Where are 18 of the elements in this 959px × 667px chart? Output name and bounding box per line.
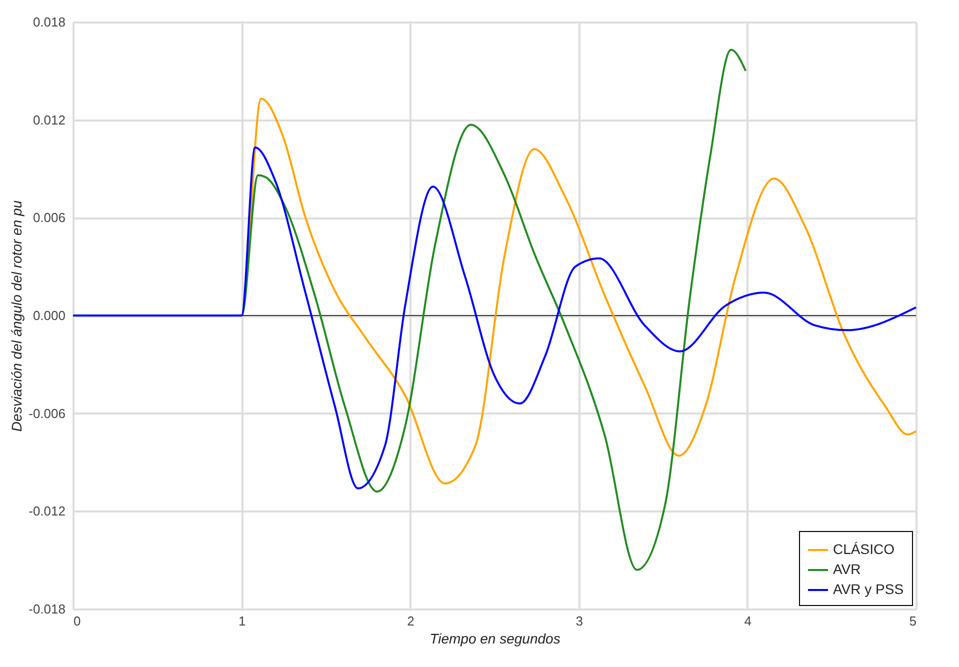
y-tick-label: -0.012 — [28, 504, 66, 519]
x-tick-label: 4 — [744, 614, 752, 628]
y-tick-label: 0.006 — [32, 210, 66, 226]
x-tick-label: 0 — [74, 614, 81, 628]
y-tick-label: -0.006 — [28, 406, 66, 421]
x-tick-label: 5 — [909, 614, 916, 628]
x-axis-title: Tiempo en segundos — [430, 630, 560, 646]
legend-label: CLÁSICO — [833, 541, 895, 557]
x-tick-label: 3 — [576, 614, 583, 628]
y-tick-label: -0.018 — [28, 602, 66, 616]
y-tick-label: 0.000 — [32, 308, 66, 323]
y-tick-label: 0.012 — [32, 112, 66, 128]
x-tick-label: 1 — [238, 614, 246, 628]
y-tick-label: 0.018 — [32, 14, 66, 30]
x-tick-label: 2 — [407, 614, 414, 628]
legend-label: AVR y PSS — [833, 581, 904, 597]
y-axis-title: Desviación del ángulo del rotor en pu — [8, 200, 25, 432]
legend-label: AVR — [833, 561, 861, 577]
